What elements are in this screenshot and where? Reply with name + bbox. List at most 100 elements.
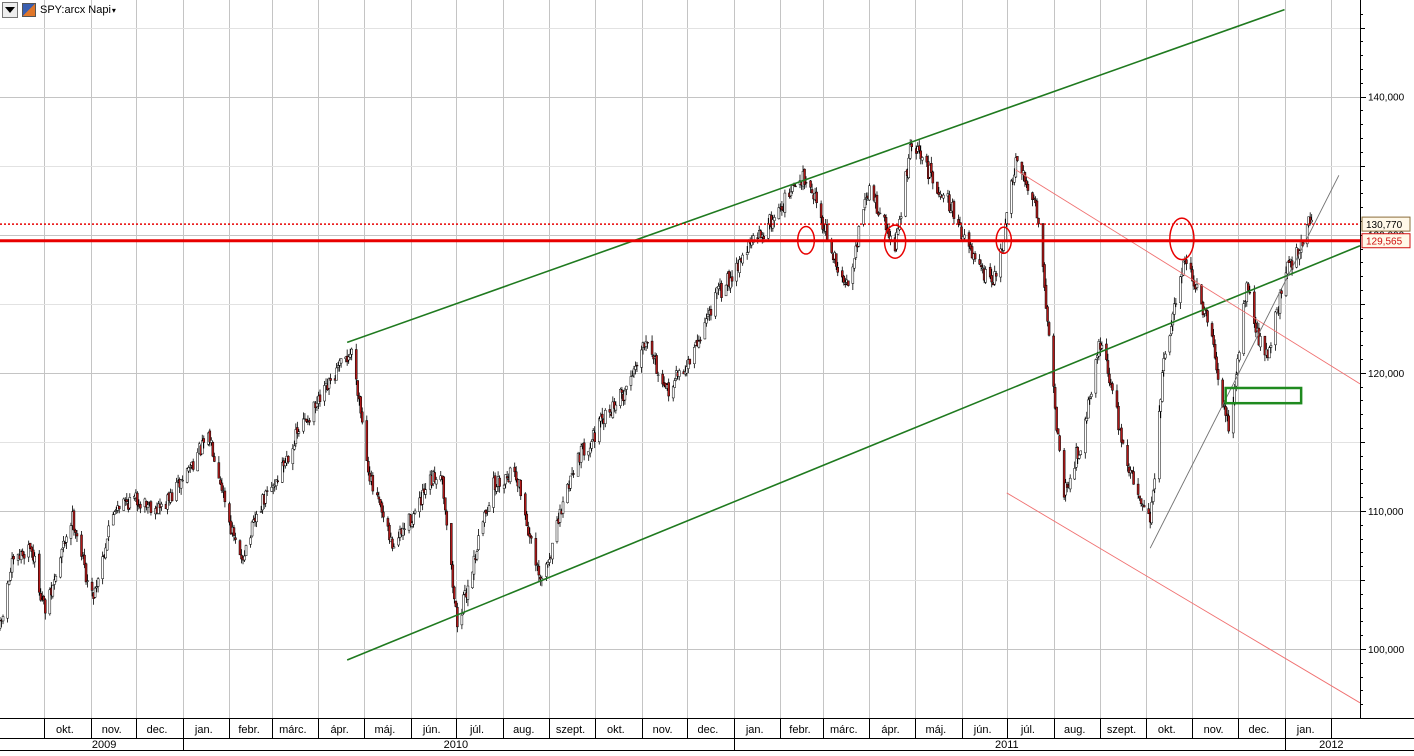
candle-body — [86, 580, 89, 582]
candle-body — [249, 537, 252, 545]
candle-body — [175, 482, 178, 501]
candle-body — [1150, 501, 1153, 524]
candle-body — [930, 163, 933, 173]
candle-body — [335, 367, 338, 381]
candle-body — [1179, 276, 1182, 303]
candle-body — [836, 266, 839, 273]
candle-body — [830, 241, 833, 253]
candle-body — [291, 448, 295, 464]
x-month-label: dec. — [698, 724, 719, 736]
candle-body — [887, 228, 891, 238]
candle-body — [450, 523, 453, 565]
candle-body — [481, 521, 485, 534]
candle-body — [555, 520, 559, 542]
candle-body — [434, 479, 438, 485]
candle-body — [1108, 373, 1111, 384]
candle-body — [661, 373, 664, 385]
candle-body — [90, 581, 94, 591]
candle-body — [841, 270, 844, 278]
candle-body — [65, 536, 68, 543]
candle-body — [1058, 435, 1061, 451]
candle-body — [187, 467, 190, 472]
candle-body — [597, 418, 601, 443]
candle-body — [1159, 399, 1163, 412]
candle-body — [537, 565, 541, 576]
candle-body — [948, 194, 951, 212]
candle-body — [889, 235, 892, 240]
candle-body — [620, 389, 624, 393]
x-month-label: nov. — [653, 724, 673, 736]
candle-body — [783, 192, 787, 213]
candle-body — [101, 556, 104, 579]
candle-body — [243, 555, 246, 561]
candle-body — [527, 526, 530, 536]
candle-body — [1201, 302, 1205, 316]
candle-body — [1287, 259, 1291, 264]
candle-body — [348, 353, 352, 358]
candle-body — [1200, 284, 1203, 305]
candle-body — [202, 438, 206, 443]
candle-body — [593, 432, 596, 442]
candle-body — [608, 409, 612, 413]
candle-body — [646, 342, 649, 344]
candle-body — [1213, 344, 1217, 359]
candle-body — [611, 401, 615, 418]
candle-body — [815, 191, 818, 204]
x-month-label: nov. — [1204, 724, 1224, 736]
candle-body — [1286, 261, 1289, 275]
candle-body — [302, 418, 305, 432]
candle-body — [993, 271, 996, 285]
candle-body — [917, 145, 921, 151]
x-month-label: jún. — [973, 724, 992, 736]
candle-body — [96, 578, 100, 587]
candle-body — [444, 497, 447, 511]
price-marker-label: 130,770 — [1366, 220, 1403, 231]
candle-body — [270, 486, 273, 492]
candle-body — [1242, 303, 1246, 354]
candle-body — [122, 498, 126, 511]
candle-body — [327, 378, 331, 389]
candle-body — [487, 505, 491, 512]
symbol-selector[interactable]: SPY:arcx Napi▾ — [40, 4, 116, 16]
x-month-label: okt. — [56, 724, 74, 736]
x-month-label: júl. — [469, 724, 484, 736]
candle-body — [1233, 387, 1236, 405]
candle-body — [599, 416, 603, 422]
candle-body — [625, 385, 628, 390]
candle-body — [1105, 343, 1108, 360]
candle-body — [1037, 217, 1040, 225]
candle-body — [149, 501, 153, 513]
candle-body — [409, 514, 412, 526]
candle-body — [1094, 359, 1098, 394]
candle-body — [1247, 283, 1250, 291]
candle-body — [1062, 450, 1066, 498]
candle-body — [875, 194, 879, 214]
candle-body — [477, 535, 480, 550]
candle-body — [952, 201, 956, 219]
candle-body — [656, 374, 660, 376]
candle-body — [899, 216, 903, 219]
candle-body — [471, 571, 474, 589]
candle-body — [1025, 180, 1028, 185]
candle-body — [1079, 450, 1083, 455]
candle-body — [223, 490, 227, 503]
candle-body — [854, 245, 858, 258]
candle-body — [0, 620, 2, 629]
candle-body — [588, 447, 592, 454]
candle-body — [371, 475, 375, 492]
x-month-label: szept. — [1107, 724, 1136, 736]
candle-body — [685, 366, 689, 374]
candle-body — [336, 365, 340, 368]
candle-body — [287, 455, 290, 463]
y-axis: 100,000110,000120,000130,000140,000130,7… — [1360, 0, 1414, 718]
candle-body — [644, 340, 648, 347]
candle-body — [276, 480, 279, 482]
candle-body — [308, 420, 311, 423]
x-month-label: aug. — [1064, 724, 1085, 736]
candle-body — [463, 590, 467, 595]
candle-body — [1225, 413, 1229, 416]
candle-body — [296, 427, 299, 434]
dropdown-triangle-icon[interactable] — [2, 2, 18, 18]
candle-body — [472, 555, 476, 575]
